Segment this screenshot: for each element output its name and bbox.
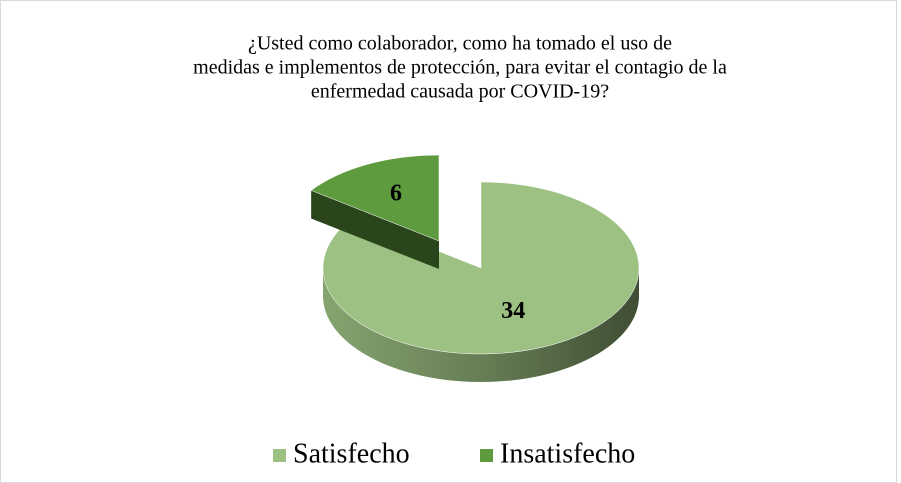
legend-swatch	[480, 449, 493, 462]
data-label: 6	[390, 181, 402, 207]
slice	[322, 181, 640, 355]
chart-title: enfermedad causada por COVID-19?	[311, 81, 609, 103]
chart-title: ¿Usted como colaborador, como ha tomado …	[248, 33, 672, 55]
slice-side-shade	[323, 268, 639, 382]
legend-label: Satisfecho	[293, 438, 410, 469]
legend-label: Insatisfecho	[500, 438, 635, 469]
slice	[310, 154, 440, 242]
chart-title: medidas e implementos de protección, par…	[193, 57, 727, 79]
legend-swatch	[273, 449, 286, 462]
data-label: 34	[501, 298, 525, 324]
slice-face-shade	[311, 190, 439, 269]
